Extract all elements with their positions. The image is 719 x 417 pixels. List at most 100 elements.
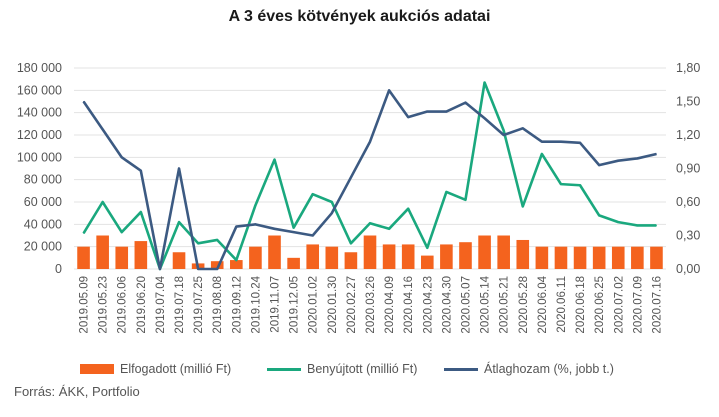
x-axis-tick-label: 2020.07.16 (651, 276, 663, 334)
source-note: Forrás: ÁKK, Portfolio (14, 384, 140, 399)
yield-point (636, 157, 638, 159)
yield-point (178, 168, 180, 169)
x-axis-tick-label: 2020.02.27 (346, 276, 358, 334)
submitted-point (83, 232, 85, 234)
submitted-point (598, 214, 600, 216)
submitted-point (522, 205, 524, 207)
x-axis-tick-label: 2020.01.02 (308, 276, 320, 334)
submitted-point (484, 82, 486, 84)
submitted-point (216, 239, 218, 241)
x-axis-tick-label: 2019.07.25 (193, 276, 205, 334)
yield-point (407, 116, 409, 118)
submitted-point (312, 193, 314, 195)
x-axis-tick-label: 2019.08.08 (212, 276, 224, 334)
accepted-bar (478, 235, 491, 269)
accepted-bar (440, 244, 453, 269)
left-axis-tick-label: 180 000 (17, 61, 62, 75)
accepted-bar (96, 235, 109, 269)
accepted-bar (592, 246, 606, 269)
x-axis-labels: 2019.05.09 2019.05.23 2019.06.06 2019.06.20… (79, 275, 664, 333)
yield-point (121, 156, 123, 158)
submitted-point (197, 242, 199, 244)
submitted-point (617, 221, 619, 223)
left-axis-tick-label: 100 000 (17, 150, 62, 164)
submitted-point (655, 224, 657, 226)
yield-point (541, 141, 543, 143)
accepted-bar (363, 235, 377, 269)
x-axis-tick-label: 2020.05.07 (460, 276, 472, 334)
accepted-bar (382, 244, 396, 269)
x-axis-tick-label: 2020.04.23 (422, 276, 434, 334)
x-axis-tick-label: 2019.12.05 (289, 276, 301, 334)
accepted-bar (172, 252, 186, 269)
accepted-bar (497, 235, 510, 269)
left-axis-ticks: 0 20 000 40 000 60 000 80 000 100 000 120 000 1… (17, 61, 62, 276)
legend-swatch-submitted (267, 367, 301, 371)
yield-point (159, 268, 161, 270)
yield-point (522, 127, 524, 129)
left-axis-tick-label: 60 000 (24, 195, 62, 209)
yield-point (216, 268, 218, 270)
accepted-bar (77, 246, 90, 269)
legend-item-submitted: Benyújtott (millió Ft) (267, 360, 417, 378)
x-axis-tick-label: 2020.06.11 (556, 276, 568, 333)
accepted-bar (268, 235, 281, 269)
accepted-bar (631, 246, 644, 269)
accepted-bar (134, 241, 148, 269)
submitted-point (121, 231, 123, 233)
x-axis-tick-label: 2020.05.21 (499, 276, 511, 334)
x-axis-tick-label: 2020.04.16 (403, 276, 415, 334)
left-axis-tick-label: 120 000 (17, 128, 62, 142)
yield-point (83, 101, 85, 102)
yield-point (560, 141, 562, 143)
accepted-bar (325, 246, 339, 269)
x-axis-tick-label: 2019.07.04 (155, 275, 167, 333)
x-axis-tick-label: 2020.06.04 (537, 275, 549, 333)
left-axis-tick-label: 0 (55, 262, 62, 276)
left-axis-tick-label: 140 000 (17, 106, 62, 120)
legend-label-accepted: Elfogadott (millió Ft) (120, 362, 232, 376)
legend-item-yield: Átlaghozam (%, jobb t.) (444, 360, 614, 378)
yield-point (312, 235, 314, 236)
accepted-bar (287, 257, 300, 269)
submitted-point (235, 259, 237, 261)
right-axis-tick-label: 1,20 (676, 128, 700, 142)
x-axis-tick-label: 2019.11.07 (270, 276, 282, 333)
right-axis-tick-label: 0,00 (676, 262, 700, 276)
yield-point (350, 176, 352, 178)
submitted-point (140, 211, 142, 213)
accepted-bar (459, 242, 472, 269)
x-axis-tick-label: 2020.06.18 (575, 276, 587, 334)
yield-line-layer (82, 89, 657, 271)
x-axis-tick-label: 2020.03.26 (365, 276, 377, 334)
x-axis-tick-label: 2020.05.14 (480, 275, 492, 333)
accepted-bar (420, 255, 434, 269)
yield-point (254, 223, 256, 225)
submitted-point (407, 208, 409, 210)
x-axis-tick-label: 2020.04.30 (441, 276, 453, 334)
accepted-bar (554, 246, 568, 269)
submitted-point (254, 204, 256, 206)
right-axis-ticks: 0,00 0,30 0,60 0,90 1,20 1,50 1,80 (676, 61, 700, 276)
left-axis-tick-label: 20 000 (24, 240, 62, 254)
submitted-point (464, 199, 466, 201)
accepted-bar (306, 244, 320, 269)
right-axis-tick-label: 1,50 (676, 95, 700, 109)
left-axis-tick-label: 40 000 (24, 217, 62, 231)
x-axis-tick-label: 2020.07.02 (613, 276, 625, 334)
x-axis-tick-label: 2020.07.09 (632, 276, 644, 334)
accepted-bar (344, 252, 358, 269)
legend-label-submitted: Benyújtott (millió Ft) (307, 362, 418, 376)
yield-point (274, 228, 276, 230)
yield-point (426, 111, 428, 113)
yield-point (464, 102, 466, 104)
yield-point (140, 170, 142, 172)
yield-point (102, 128, 104, 130)
accepted-bar (401, 244, 415, 269)
submitted-point (293, 227, 295, 229)
legend-swatch-accepted (80, 364, 114, 374)
yield-point (617, 160, 619, 162)
legend-label-yield: Átlaghozam (%, jobb t.) (484, 362, 614, 376)
accepted-bar (210, 261, 224, 269)
right-axis-tick-label: 1,80 (676, 61, 700, 75)
